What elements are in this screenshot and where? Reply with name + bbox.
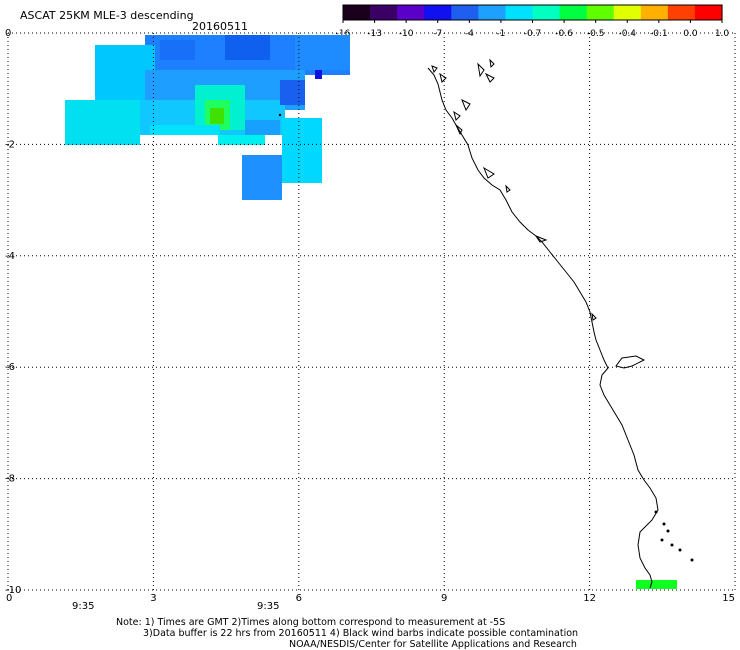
data-cell xyxy=(282,118,322,183)
colorbar-swatch xyxy=(397,5,425,20)
colorbar-label: -0.4 xyxy=(618,29,636,39)
data-cell xyxy=(210,108,224,124)
note-line-2: 3)Data buffer is 22 hrs from 20160511 4)… xyxy=(143,628,578,639)
colorbar-swatch xyxy=(343,5,371,20)
colorbar-label: 0.0 xyxy=(683,29,698,39)
colorbar-label: -10 xyxy=(399,29,414,39)
colorbar-labels: -16 -13 -10 -7 -4 -1 -0.7 -0.6 -0.5 -0.4 -0.1 0.0 1.… xyxy=(336,20,730,39)
colorbar-label: -0.6 xyxy=(555,29,573,39)
colorbar-swatch xyxy=(559,5,588,20)
data-cell xyxy=(295,35,350,70)
colorbar-swatch xyxy=(613,5,642,20)
x-tick-label: 12 xyxy=(583,593,596,604)
colorbar-label: -4 xyxy=(465,29,474,39)
map-date: 20160511 xyxy=(192,20,248,33)
x-tick-label: 3 xyxy=(150,593,156,604)
wind-data-cells xyxy=(65,35,677,589)
data-cell xyxy=(280,80,305,105)
data-cell xyxy=(218,135,265,145)
coastline-islands xyxy=(431,58,646,369)
y-tick-label: -2 xyxy=(5,139,15,150)
x-tick-label: 0 xyxy=(6,593,12,604)
map-title: ASCAT 25KM MLE-3 descending xyxy=(20,9,194,22)
colorbar-swatch xyxy=(586,5,615,20)
colorbar-label: -13 xyxy=(367,29,382,39)
note-line-3: NOAA/NESDIS/Center for Satellite Applica… xyxy=(289,639,577,650)
data-cell xyxy=(315,70,322,79)
data-cell xyxy=(245,120,280,135)
data-cell xyxy=(225,35,270,60)
colorbar-label: -0.5 xyxy=(587,29,605,39)
colorbar-swatch xyxy=(694,5,723,20)
data-cell xyxy=(160,40,195,60)
colorbar xyxy=(342,4,723,21)
y-axis-ticks: 0 -2 -4 -6 -8 -10 xyxy=(5,28,21,596)
data-cell xyxy=(636,580,677,589)
data-cell xyxy=(242,155,282,200)
y-tick-label: -6 xyxy=(5,362,15,373)
colorbar-swatch xyxy=(640,5,669,20)
colorbar-label: -0.7 xyxy=(524,29,542,39)
colorbar-label: -7 xyxy=(433,29,442,39)
colorbar-label: -16 xyxy=(336,29,351,39)
colorbar-label: -1 xyxy=(496,29,505,39)
y-tick-label: -10 xyxy=(5,585,21,596)
data-cell xyxy=(150,125,220,135)
x-tick-label: 15 xyxy=(722,593,735,604)
colorbar-label: 1.0 xyxy=(715,29,730,39)
colorbar-swatch xyxy=(424,5,452,20)
lat-lon-grid xyxy=(7,32,736,591)
y-tick-label: -4 xyxy=(5,251,15,262)
time-label-right: 9:35 xyxy=(257,601,279,612)
x-tick-label: 9 xyxy=(441,593,447,604)
coastline xyxy=(427,67,659,589)
colorbar-label: -0.1 xyxy=(650,29,668,39)
colorbar-swatch xyxy=(451,5,479,20)
colorbar-swatch xyxy=(505,5,534,20)
x-axis-ticks: 0 3 6 9 12 15 xyxy=(6,593,735,604)
time-label-left: 9:35 xyxy=(72,601,94,612)
colorbar-swatch xyxy=(667,5,696,20)
colorbar-swatch xyxy=(370,5,398,20)
colorbar-swatch xyxy=(532,5,561,20)
x-tick-label: 6 xyxy=(296,593,302,604)
note-line-1: Note: 1) Times are GMT 2)Times along bot… xyxy=(116,617,505,628)
data-cell xyxy=(65,100,140,145)
y-tick-label: 0 xyxy=(5,28,11,39)
y-tick-label: -8 xyxy=(5,474,15,485)
colorbar-swatch xyxy=(478,5,507,20)
coastal-dots xyxy=(278,113,694,562)
